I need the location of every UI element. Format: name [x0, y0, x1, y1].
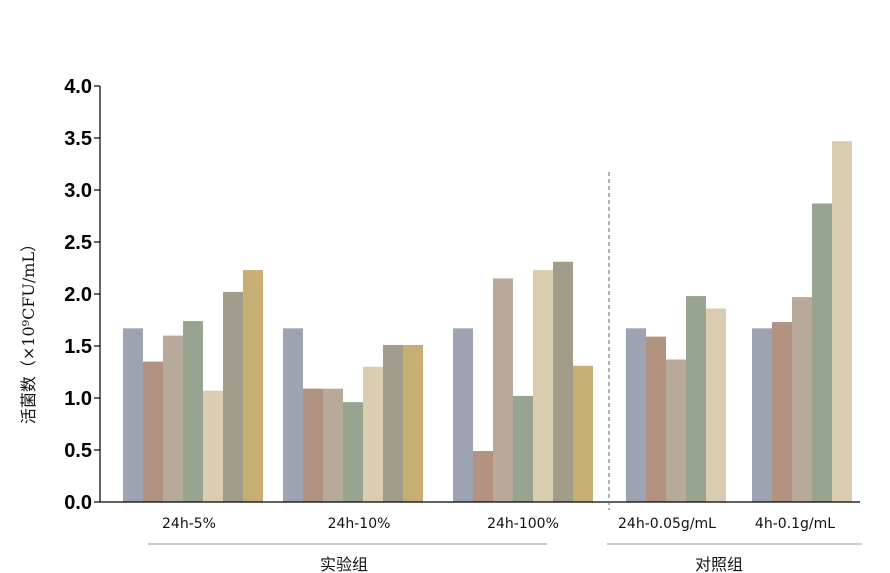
x-tick-label: 24h-100% — [487, 516, 559, 532]
bar — [686, 296, 706, 502]
bar — [553, 261, 573, 502]
bar — [303, 388, 323, 502]
x-tick-label: 24h-5% — [162, 516, 216, 532]
bar — [323, 388, 343, 502]
bar — [812, 203, 832, 502]
bar — [513, 395, 533, 502]
y-tick-label: 2.0 — [64, 284, 92, 306]
x-axis: 24h-5% 24h-10% 24h-100% 24h-0.05g/mL 4h-0.1g… — [100, 501, 860, 532]
bar — [792, 297, 812, 502]
bar — [453, 328, 473, 502]
bar — [243, 270, 263, 502]
y-tick-label: 4.0 — [64, 76, 92, 98]
bar — [573, 365, 593, 502]
bar — [143, 361, 163, 502]
y-axis-title: 活菌数（×10⁹CFU/mL） — [19, 236, 38, 424]
bar — [473, 451, 493, 502]
bar — [283, 328, 303, 502]
bar — [163, 335, 183, 502]
y-axis: 0.0 0.5 1.0 1.5 2.0 2.5 3.0 3.5 4.0 — [64, 76, 101, 514]
bar — [533, 270, 553, 502]
bar — [223, 291, 243, 502]
bar — [123, 328, 143, 502]
bar — [343, 402, 363, 502]
bar — [666, 359, 686, 502]
bar — [832, 141, 852, 502]
bar — [772, 322, 792, 502]
y-tick-label: 1.0 — [64, 388, 92, 410]
bar — [363, 366, 383, 502]
x-tick-label: 24h-0.05g/mL — [618, 516, 716, 532]
y-tick-label: 0.5 — [64, 440, 92, 462]
bar — [183, 321, 203, 502]
group-label: 对照组 — [695, 555, 743, 573]
y-tick-label: 3.5 — [64, 128, 92, 150]
y-tick-label: 3.0 — [64, 180, 92, 202]
bar — [493, 278, 513, 502]
y-axis-label: 活菌数（×10⁹CFU/mL） — [19, 236, 38, 424]
bar — [752, 328, 772, 502]
group-labels: 实验组 对照组 — [148, 172, 862, 573]
bar — [646, 336, 666, 502]
y-tick-label: 2.5 — [64, 232, 92, 254]
bars — [123, 141, 852, 502]
bar — [626, 328, 646, 502]
bar — [706, 308, 726, 502]
group-label: 实验组 — [320, 555, 368, 573]
x-tick-label: 24h-10% — [328, 516, 391, 532]
bar — [383, 344, 403, 502]
y-tick-label: 0.0 — [64, 492, 92, 514]
x-tick-label: 4h-0.1g/mL — [755, 516, 835, 532]
bar — [403, 344, 423, 502]
y-tick-label: 1.5 — [64, 336, 92, 358]
bar — [203, 390, 223, 502]
